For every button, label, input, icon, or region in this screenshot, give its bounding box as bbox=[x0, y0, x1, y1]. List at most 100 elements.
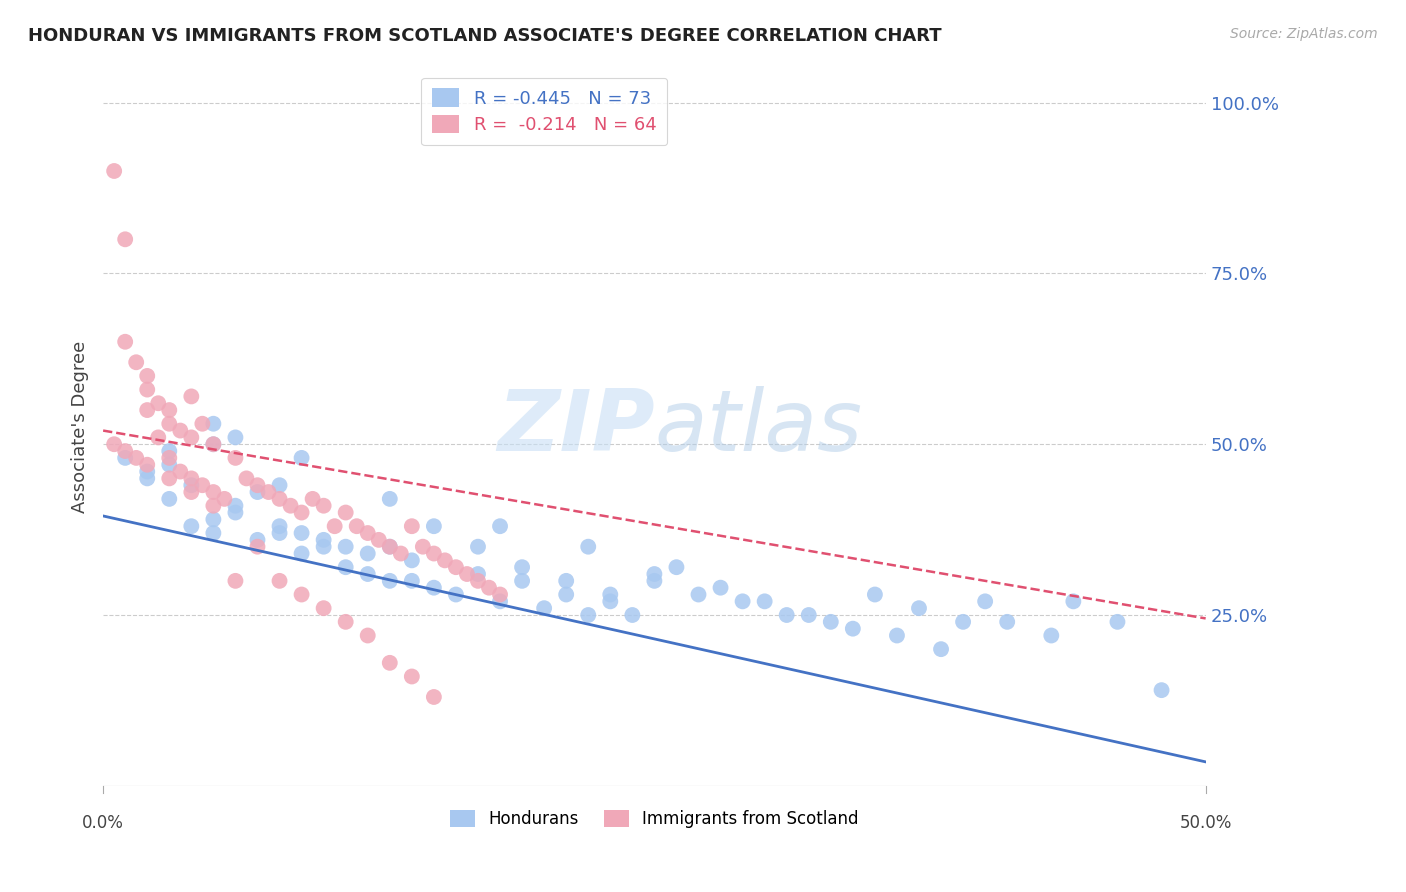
Point bbox=[114, 444, 136, 458]
Point bbox=[290, 450, 312, 465]
Point bbox=[257, 485, 280, 500]
Point bbox=[269, 519, 291, 533]
Point bbox=[180, 519, 202, 533]
Point bbox=[423, 690, 446, 704]
Point bbox=[136, 403, 159, 417]
Point bbox=[820, 615, 842, 629]
Point bbox=[335, 506, 357, 520]
Point bbox=[191, 417, 214, 431]
Point bbox=[599, 587, 621, 601]
Point bbox=[378, 540, 401, 554]
Point bbox=[169, 465, 191, 479]
Point bbox=[301, 491, 323, 506]
Point bbox=[202, 437, 225, 451]
Point bbox=[114, 450, 136, 465]
Point bbox=[148, 430, 170, 444]
Point bbox=[346, 519, 368, 533]
Point bbox=[401, 574, 423, 588]
Point bbox=[489, 594, 512, 608]
Point bbox=[290, 526, 312, 541]
Point bbox=[125, 355, 148, 369]
Point bbox=[357, 628, 380, 642]
Point bbox=[157, 444, 180, 458]
Point bbox=[224, 574, 246, 588]
Point bbox=[444, 587, 467, 601]
Point bbox=[202, 512, 225, 526]
Point bbox=[1150, 683, 1173, 698]
Point bbox=[269, 526, 291, 541]
Point bbox=[688, 587, 710, 601]
Point bbox=[510, 560, 533, 574]
Text: 50.0%: 50.0% bbox=[1180, 814, 1232, 832]
Point bbox=[401, 669, 423, 683]
Point bbox=[312, 601, 335, 615]
Point bbox=[202, 499, 225, 513]
Point bbox=[621, 607, 644, 622]
Point bbox=[357, 526, 380, 541]
Point bbox=[995, 615, 1018, 629]
Point bbox=[312, 499, 335, 513]
Point bbox=[467, 574, 489, 588]
Point bbox=[269, 491, 291, 506]
Point bbox=[576, 540, 599, 554]
Point bbox=[433, 553, 456, 567]
Point bbox=[842, 622, 865, 636]
Point bbox=[180, 478, 202, 492]
Point bbox=[731, 594, 754, 608]
Point bbox=[290, 506, 312, 520]
Point bbox=[157, 417, 180, 431]
Point bbox=[180, 389, 202, 403]
Point bbox=[776, 607, 799, 622]
Point bbox=[886, 628, 908, 642]
Point bbox=[401, 519, 423, 533]
Point bbox=[555, 574, 578, 588]
Point bbox=[169, 424, 191, 438]
Point bbox=[378, 540, 401, 554]
Point bbox=[489, 587, 512, 601]
Point bbox=[103, 164, 125, 178]
Point bbox=[136, 465, 159, 479]
Point bbox=[533, 601, 555, 615]
Point bbox=[246, 478, 269, 492]
Point bbox=[224, 499, 246, 513]
Point bbox=[643, 567, 665, 582]
Point bbox=[357, 547, 380, 561]
Point bbox=[290, 547, 312, 561]
Point bbox=[125, 450, 148, 465]
Point bbox=[378, 574, 401, 588]
Point bbox=[312, 540, 335, 554]
Text: 0.0%: 0.0% bbox=[82, 814, 124, 832]
Point bbox=[180, 430, 202, 444]
Point bbox=[114, 232, 136, 246]
Point bbox=[246, 485, 269, 500]
Point bbox=[389, 547, 412, 561]
Point bbox=[148, 396, 170, 410]
Text: HONDURAN VS IMMIGRANTS FROM SCOTLAND ASSOCIATE'S DEGREE CORRELATION CHART: HONDURAN VS IMMIGRANTS FROM SCOTLAND ASS… bbox=[28, 27, 942, 45]
Point bbox=[290, 587, 312, 601]
Point bbox=[423, 547, 446, 561]
Text: atlas: atlas bbox=[654, 385, 862, 468]
Point bbox=[224, 506, 246, 520]
Point bbox=[456, 567, 478, 582]
Point bbox=[929, 642, 952, 657]
Point bbox=[202, 437, 225, 451]
Point bbox=[974, 594, 997, 608]
Point bbox=[157, 403, 180, 417]
Point bbox=[489, 519, 512, 533]
Point bbox=[908, 601, 931, 615]
Point bbox=[367, 533, 389, 547]
Point bbox=[136, 383, 159, 397]
Point bbox=[136, 458, 159, 472]
Point bbox=[378, 656, 401, 670]
Point bbox=[643, 574, 665, 588]
Point bbox=[401, 553, 423, 567]
Point bbox=[269, 478, 291, 492]
Point bbox=[136, 471, 159, 485]
Point bbox=[863, 587, 886, 601]
Point bbox=[378, 491, 401, 506]
Point bbox=[202, 526, 225, 541]
Point bbox=[423, 581, 446, 595]
Point bbox=[202, 485, 225, 500]
Point bbox=[709, 581, 731, 595]
Point bbox=[224, 430, 246, 444]
